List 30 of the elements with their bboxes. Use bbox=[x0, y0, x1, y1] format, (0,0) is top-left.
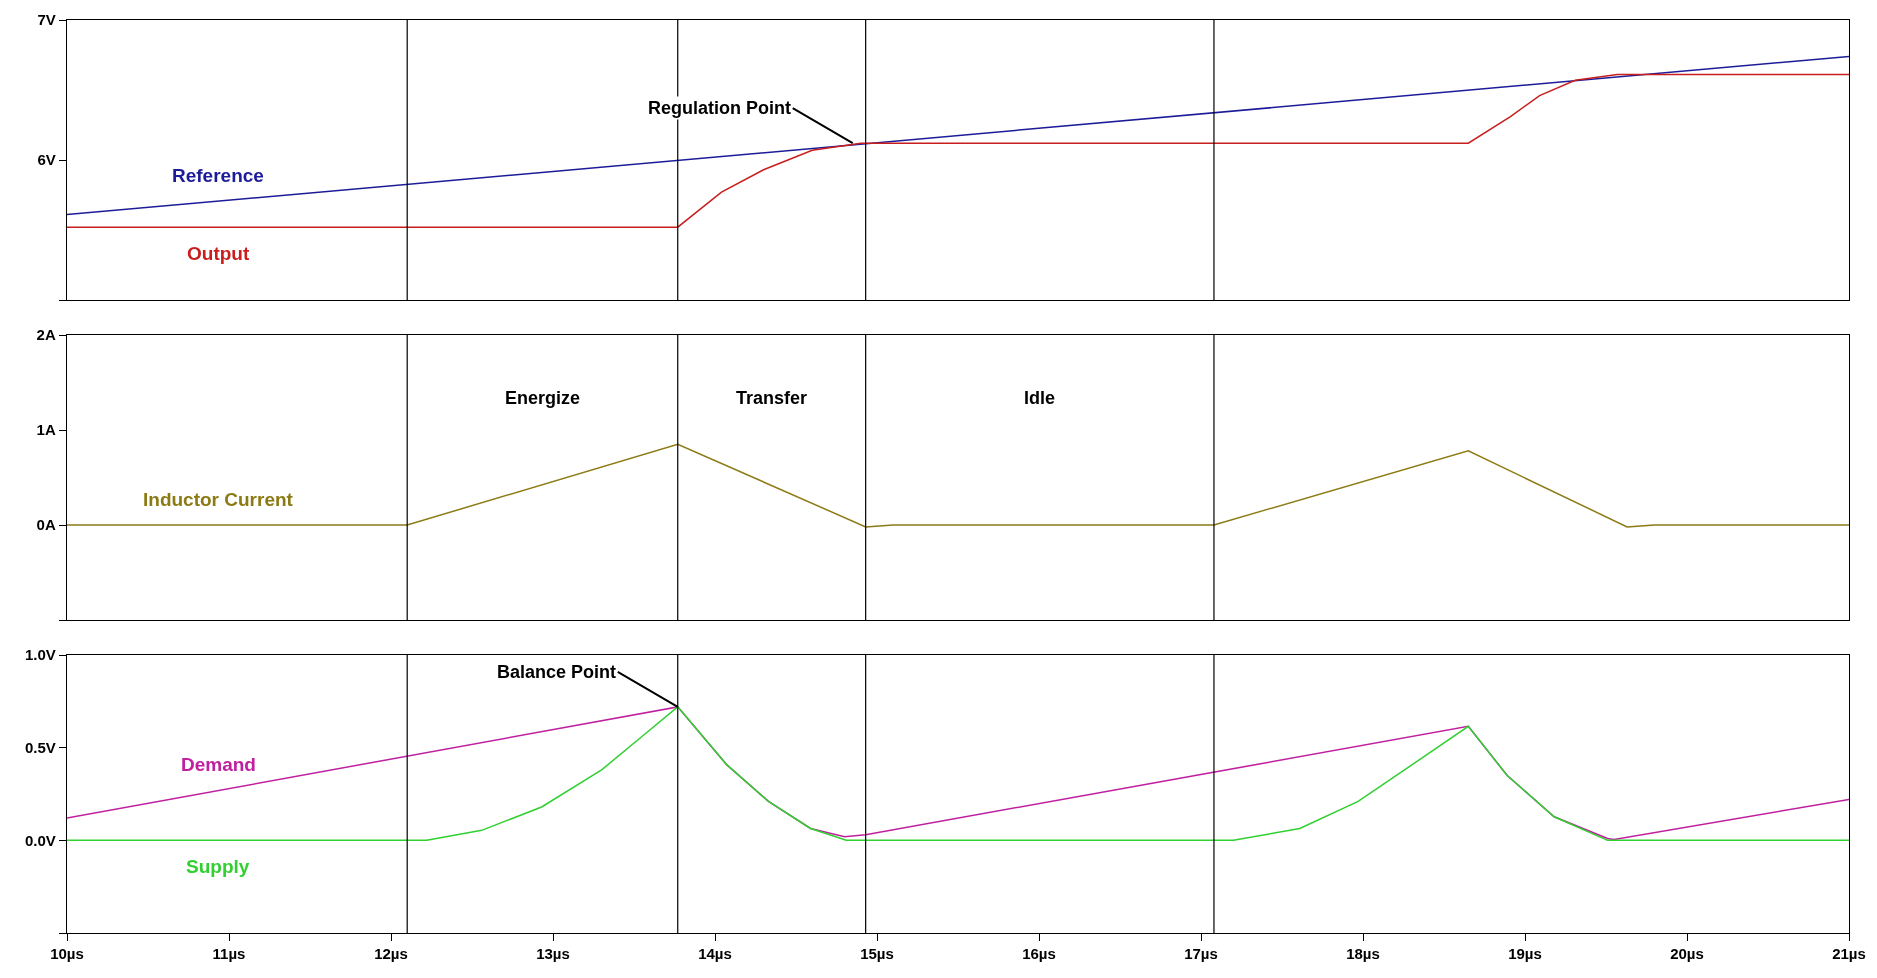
x-tick-label: 17µs bbox=[1184, 945, 1218, 963]
x-tick-label: 19µs bbox=[1508, 945, 1542, 963]
x-tick-label: 21µs bbox=[1832, 945, 1866, 963]
y-tick-label: 1A bbox=[36, 421, 56, 439]
x-tick-label: 14µs bbox=[698, 945, 732, 963]
annotation: Energize bbox=[505, 388, 581, 408]
x-tick-label: 16µs bbox=[1022, 945, 1056, 963]
y-tick-label: 2A bbox=[36, 326, 56, 344]
annotation: Regulation Point bbox=[648, 98, 791, 118]
x-tick-label: 18µs bbox=[1346, 945, 1380, 963]
series-label: Reference bbox=[172, 165, 264, 186]
x-tick-label: 15µs bbox=[860, 945, 894, 963]
series-label: Output bbox=[187, 243, 250, 264]
x-tick-label: 13µs bbox=[536, 945, 570, 963]
annotation: Balance Point bbox=[497, 662, 617, 682]
y-tick-label: 0A bbox=[36, 516, 56, 534]
annotation: Transfer bbox=[736, 388, 808, 408]
series-label: Inductor Current bbox=[143, 489, 294, 510]
x-tick-label: 11µs bbox=[212, 945, 246, 963]
y-tick-label: 7V bbox=[37, 11, 56, 29]
y-tick-label: 0.0V bbox=[24, 831, 56, 849]
x-tick-label: 20µs bbox=[1670, 945, 1704, 963]
annotation: Idle bbox=[1024, 388, 1056, 408]
x-tick-label: 10µs bbox=[50, 945, 84, 963]
x-tick-label: 12µs bbox=[374, 945, 408, 963]
series-label: Demand bbox=[181, 754, 256, 775]
series-label: Supply bbox=[186, 856, 250, 877]
y-tick-label: 0.5V bbox=[24, 738, 56, 756]
y-tick-label: 1.0V bbox=[24, 646, 56, 664]
y-tick-label: 6V bbox=[37, 151, 56, 169]
